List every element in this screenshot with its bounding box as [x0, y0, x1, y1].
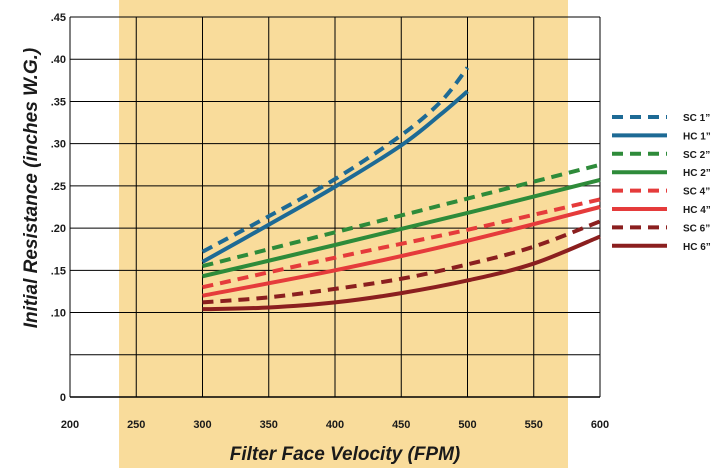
x-tick-label: 400 [326, 419, 344, 431]
legend-label: HC 6” [683, 242, 711, 253]
legend-label: SC 6” [683, 223, 710, 234]
x-tick-label: 200 [61, 419, 79, 431]
grid-lines [69, 16, 601, 398]
y-tick-label: .40 [51, 54, 66, 66]
legend: SC 1” HC 1” SC 2” HC 2” SC 4” HC 4” SC 6” HC 6” [612, 113, 711, 253]
series-line [202, 219, 601, 305]
series-layer [201, 66, 601, 312]
series-line [201, 89, 469, 264]
y-tick-label: 0 [60, 392, 66, 404]
x-tick-label: 450 [392, 419, 410, 431]
legend-label: HC 1” [683, 131, 711, 142]
legend-label: HC 2” [683, 168, 711, 179]
x-tick-label: 250 [127, 419, 145, 431]
legend-label: HC 4” [683, 205, 711, 216]
y-tick-label: .45 [51, 12, 66, 24]
legend-label: SC 4” [683, 187, 710, 198]
legend-label: SC 2” [683, 150, 710, 161]
x-axis-title: Filter Face Velocity (FPM) [230, 444, 461, 465]
y-tick-label: .25 [51, 181, 66, 193]
x-tick-label: 350 [260, 419, 278, 431]
y-tick-label: .30 [51, 139, 66, 151]
y-axis-title: Initial Resistance (inches W.G.) [21, 48, 42, 329]
tick-labels: 200 250 300 350 400 450 500 550 600 0 .10 .15 .20 .25… [51, 12, 609, 431]
series-line [201, 66, 470, 254]
x-tick-label: 600 [591, 419, 609, 431]
y-tick-label: .20 [51, 223, 66, 235]
legend-label: SC 1” [683, 113, 710, 124]
series-line [202, 178, 601, 279]
series-line [202, 197, 601, 290]
x-tick-label: 500 [458, 419, 476, 431]
x-tick-label: 300 [193, 419, 211, 431]
series-line [202, 205, 601, 298]
y-tick-label: .10 [51, 308, 66, 320]
y-tick-label: .35 [51, 96, 66, 108]
y-tick-label: .15 [51, 265, 66, 277]
series-line [202, 162, 601, 269]
x-tick-label: 550 [525, 419, 543, 431]
series-line [202, 234, 601, 312]
